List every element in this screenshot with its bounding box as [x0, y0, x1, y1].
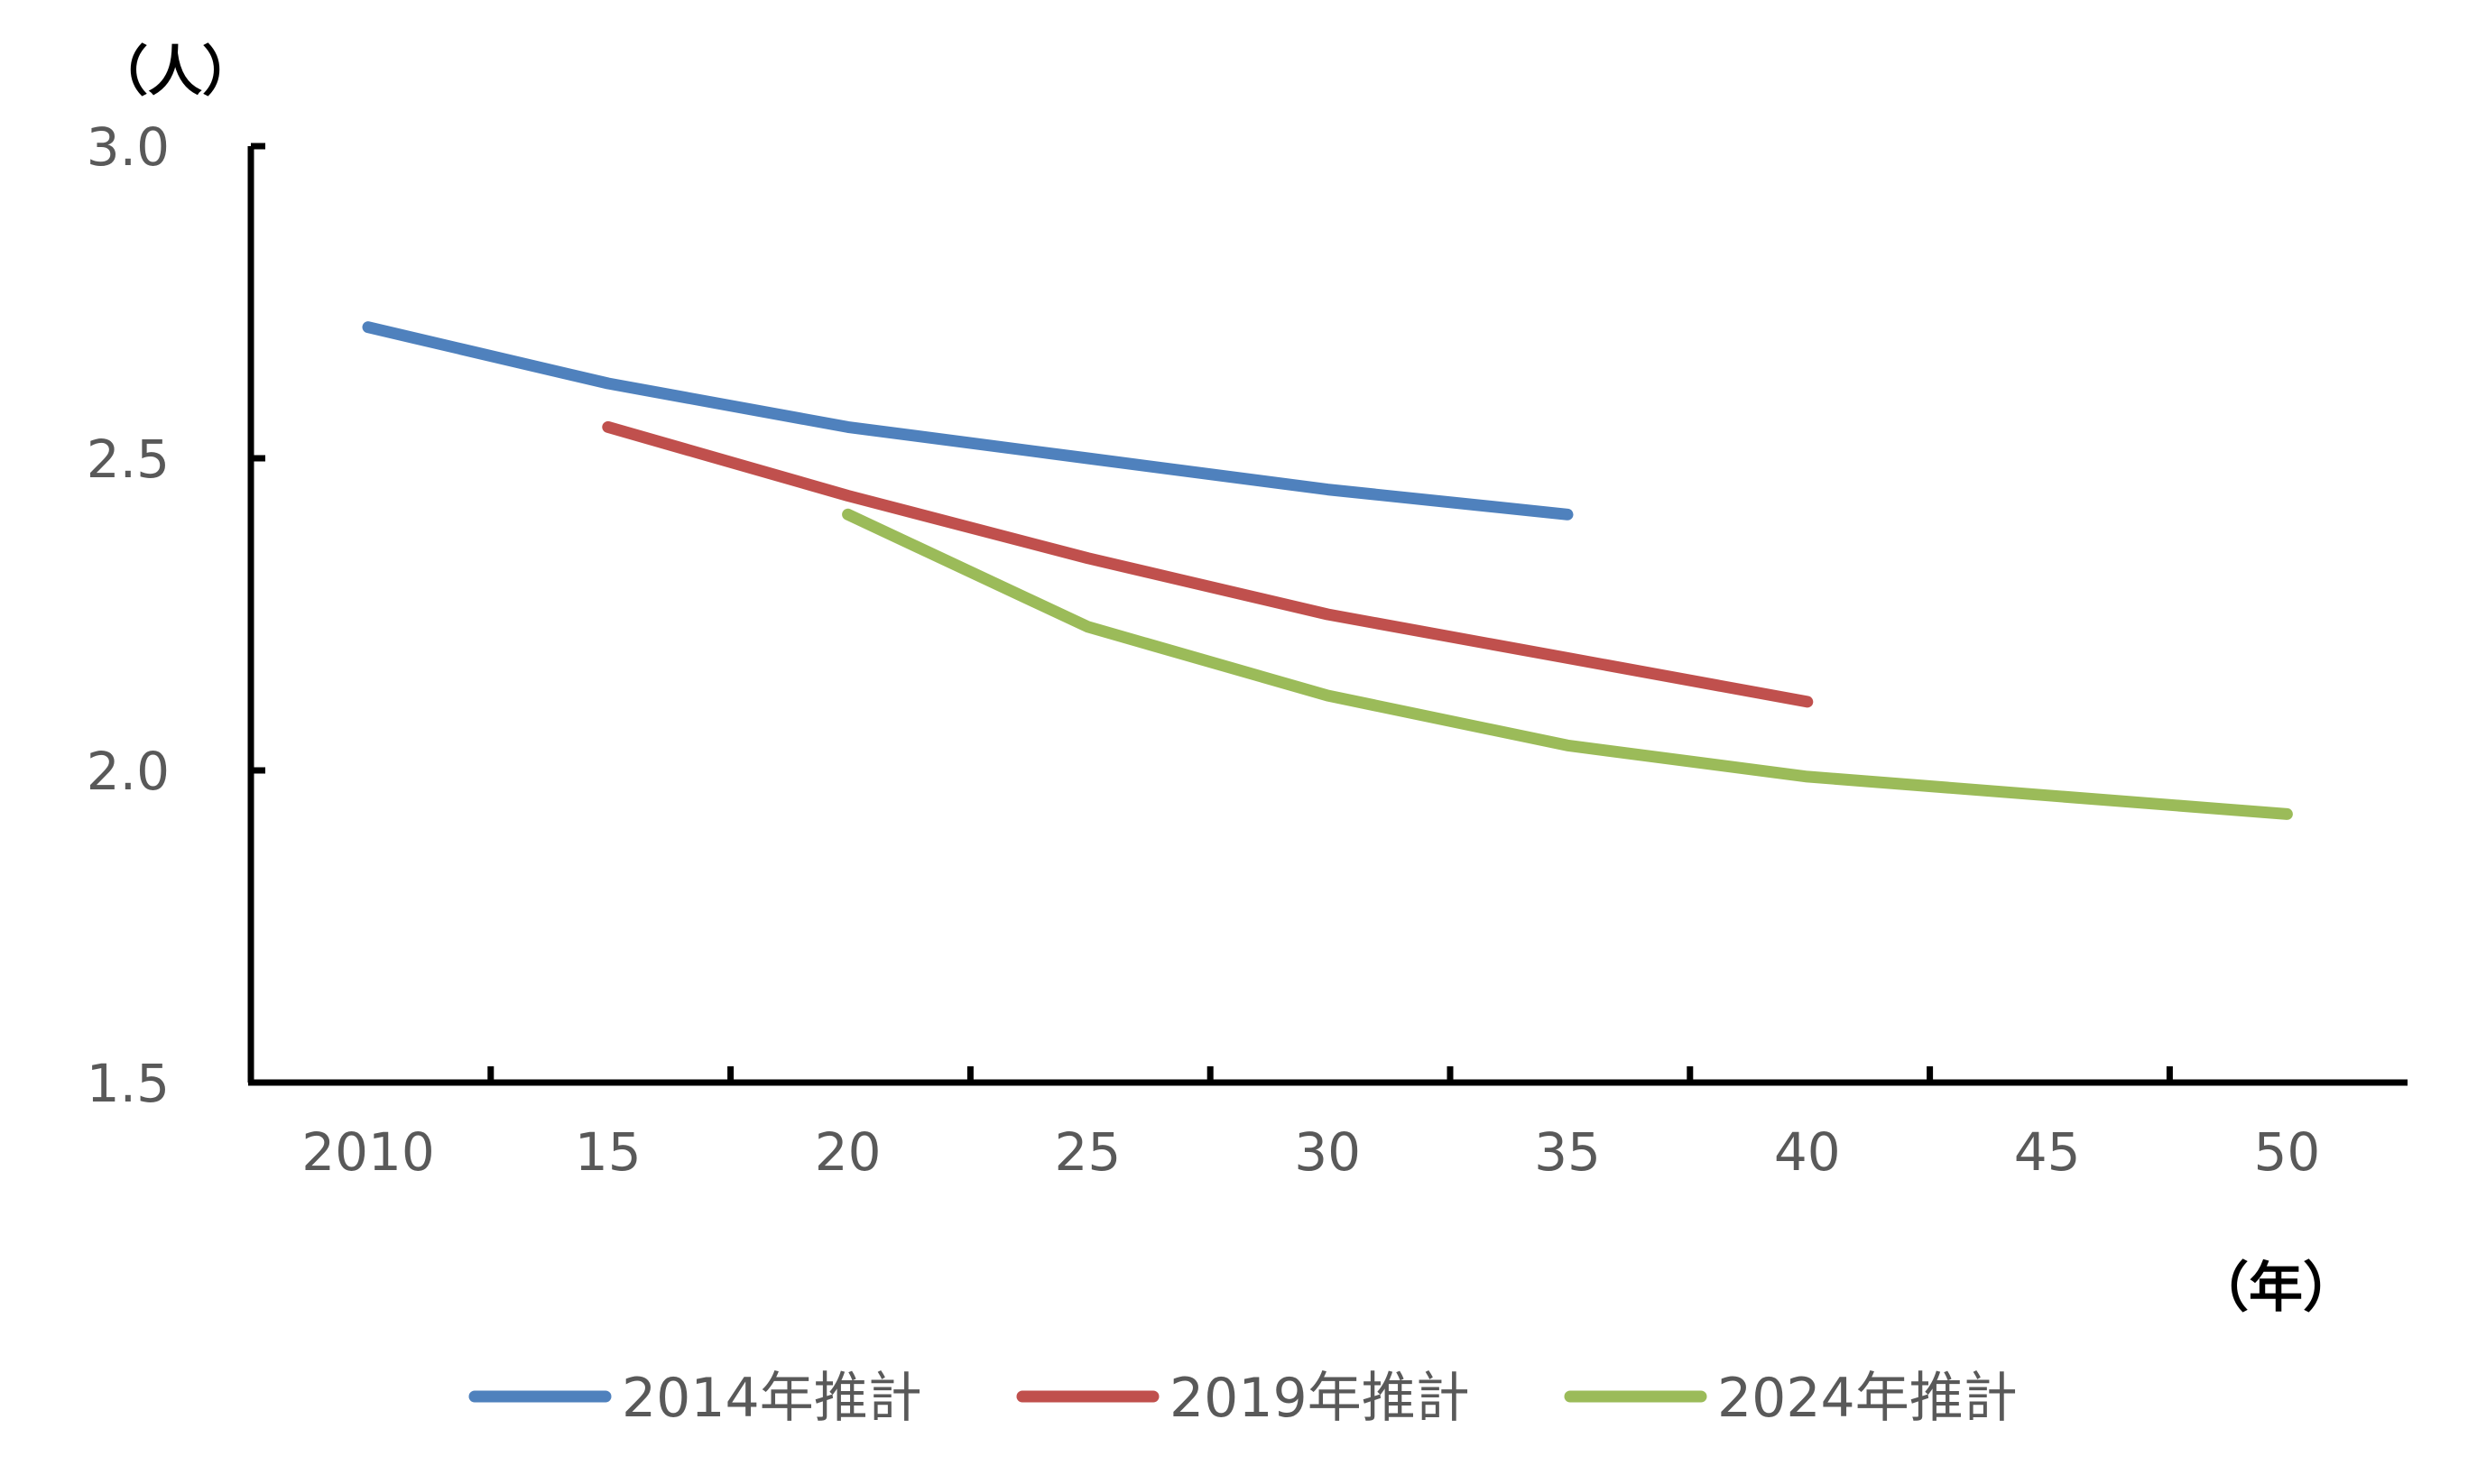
legend-label-3: 2024年推計 — [1717, 1367, 2018, 1430]
series-line-1 — [368, 327, 1567, 515]
y-tick-label: 1.5 — [87, 1053, 170, 1114]
x-tick-label: 25 — [1054, 1121, 1121, 1183]
x-tick-label: 30 — [1294, 1121, 1361, 1183]
y-tick-label: 3.0 — [87, 116, 170, 178]
x-tick-label: 35 — [1534, 1121, 1601, 1183]
x-unit-label: （年） — [2195, 1257, 2357, 1320]
x-tick-label: 15 — [575, 1121, 642, 1183]
axis-labels: 1.5 2.0 2.5 3.0 2010 15 20 25 30 35 40 45 50 （人） （年） — [87, 41, 2357, 1320]
x-tick-label: 45 — [2014, 1121, 2081, 1183]
y-tick-label: 2.0 — [87, 741, 170, 802]
legend-label-1: 2014年推計 — [622, 1367, 922, 1430]
x-tick-label: 50 — [2253, 1121, 2320, 1183]
y-tick-label: 2.5 — [87, 429, 170, 490]
x-tick-label: 2010 — [301, 1121, 435, 1183]
y-unit-label: （人） — [94, 41, 256, 104]
legend-label-2: 2019年推計 — [1169, 1367, 1470, 1430]
x-tick-label: 40 — [1774, 1121, 1841, 1183]
legend: 2014年推計 2019年推計 2024年推計 — [475, 1367, 2018, 1430]
x-tick-label: 20 — [815, 1121, 882, 1183]
series-lines — [368, 327, 2288, 815]
series-line-3 — [848, 514, 2288, 814]
